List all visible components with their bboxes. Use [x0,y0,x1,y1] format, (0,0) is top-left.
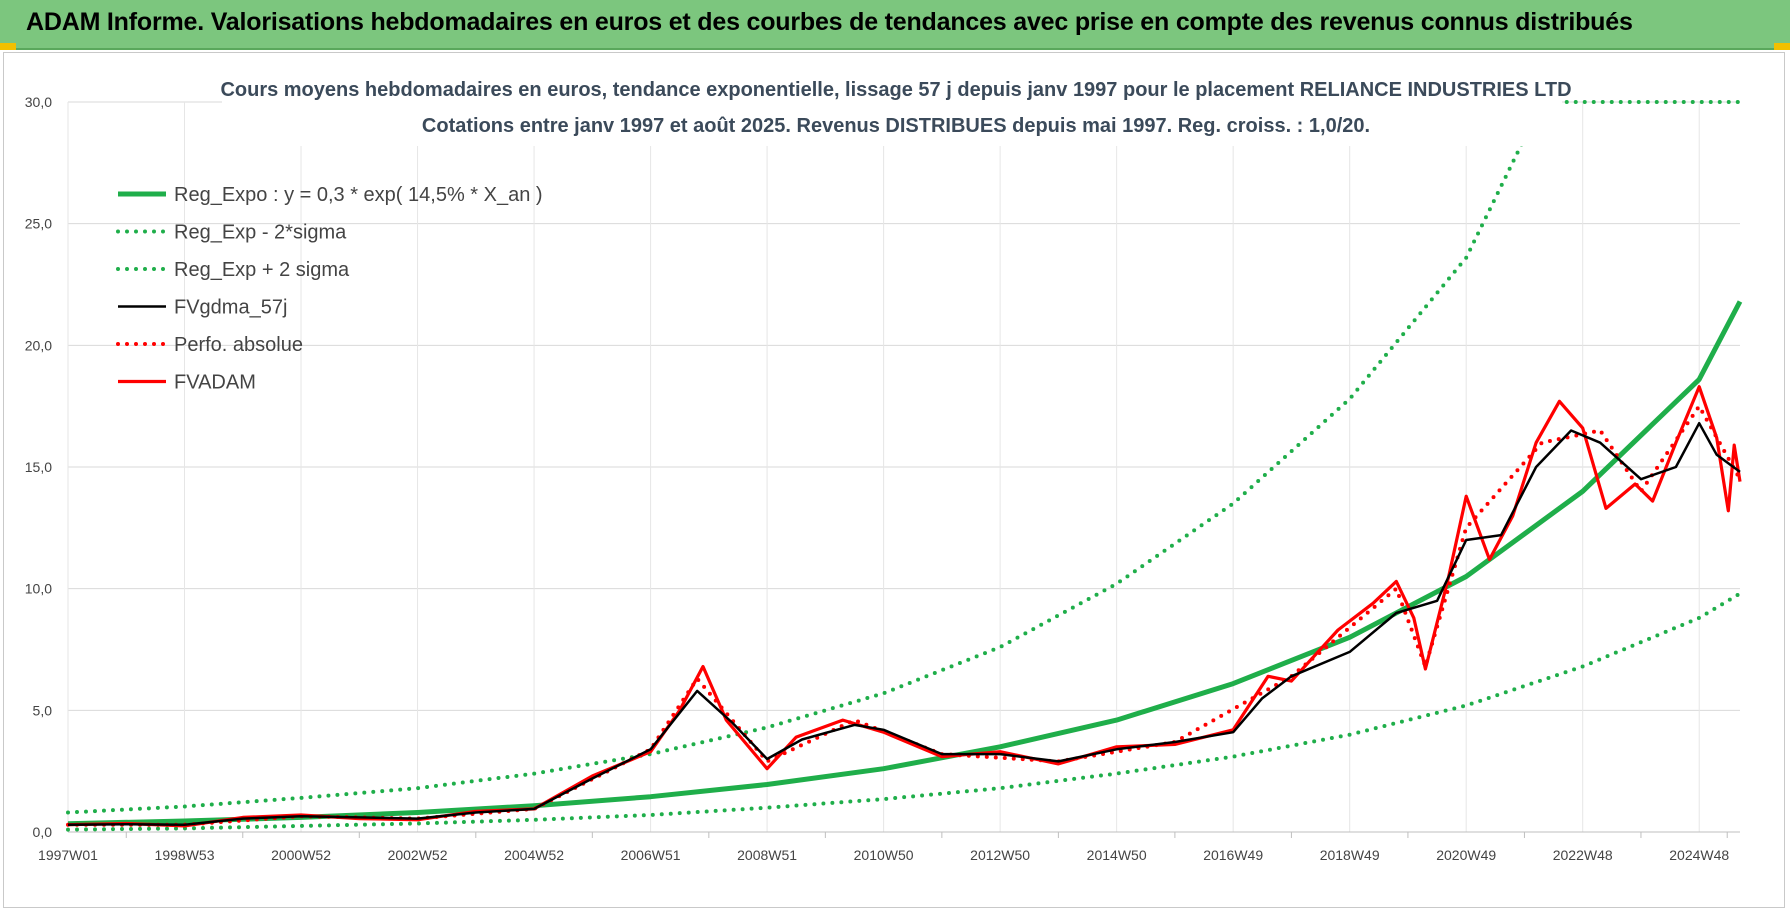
page-title: ADAM Informe. Valorisations hebdomadaire… [26,8,1633,36]
y-tick-label: 15,0 [25,459,52,475]
y-tick-label: 10,0 [25,581,52,597]
legend-label: FVgdma_57j [174,297,287,319]
gridlines [67,101,1740,833]
x-tick-label: 2010W50 [854,847,914,863]
legend-label: Reg_Exp + 2 sigma [174,259,350,281]
legend-label: FVADAM [174,372,256,394]
series-line [66,100,1742,815]
x-tick-label: 2004W52 [504,847,564,863]
x-tick-label: 2016W49 [1203,847,1263,863]
header-banner: ADAM Informe. Valorisations hebdomadaire… [0,0,1790,50]
corner-mark-right [1774,43,1790,50]
legend-label: Reg_Expo : y = 0,3 * exp( 14,5% * X_an ) [174,184,543,206]
x-tick-label: 2018W49 [1320,847,1380,863]
legend-label: Perfo. absolue [174,334,303,356]
legend: Reg_Expo : y = 0,3 * exp( 14,5% * X_an )… [116,184,543,394]
chart-title-line1: Cours moyens hebdomadaires en euros, ten… [220,79,1571,101]
x-tick-label: 1997W01 [38,847,98,863]
y-tick-label: 30,0 [25,94,52,110]
series-line [67,421,1741,826]
series-line [67,300,1743,827]
corner-mark-left [0,43,16,50]
x-tick-label: 2006W51 [621,847,681,863]
y-tick-label: 25,0 [25,216,52,232]
x-tick-label: 2022W48 [1553,847,1613,863]
series-layer [66,100,1743,832]
x-tick-label: 2020W49 [1436,847,1496,863]
chart-title-block: Cours moyens hebdomadaires en euros, ten… [220,70,1572,146]
y-tick-label: 5,0 [33,702,53,718]
y-tick-label: 20,0 [25,337,52,353]
chart-title-line2: Cotations entre janv 1997 et août 2025. … [422,115,1370,137]
x-tick-label: 2000W52 [271,847,331,863]
title-background [222,70,1562,146]
x-tick-label: 2024W48 [1669,847,1729,863]
x-tick-label: 2012W50 [970,847,1030,863]
y-axis: 0,0 5,0 10,0 15,0 20,0 25,0 30,0 [25,94,52,840]
chart-frame [3,52,1785,908]
series-line [66,591,1742,832]
x-axis: 1997W01 1998W53 2000W52 2002W52 2004W52 2006W… [38,831,1740,863]
x-tick-label: 1998W53 [155,847,215,863]
x-tick-label: 2002W52 [388,847,448,863]
series-line [66,404,1742,827]
legend-label: Reg_Exp - 2*sigma [174,222,347,244]
x-tick-label: 2008W51 [737,847,797,863]
y-tick-label: 0,0 [33,824,53,840]
series-line [67,385,1742,828]
x-tick-label: 2014W50 [1087,847,1147,863]
